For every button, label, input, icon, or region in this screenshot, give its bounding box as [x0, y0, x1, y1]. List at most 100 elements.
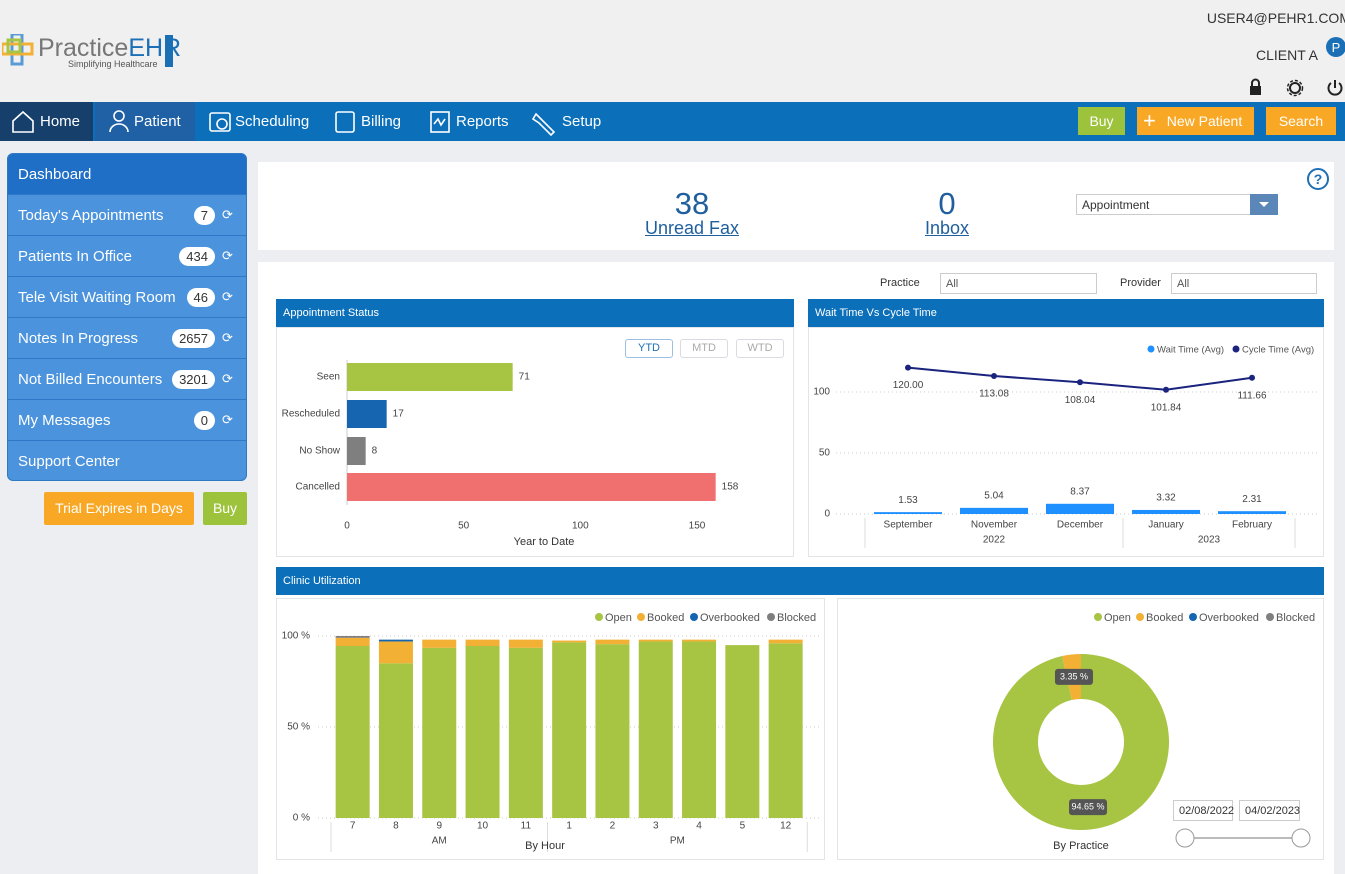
x-tick-label: 8 [393, 821, 399, 832]
panel-header: Wait Time Vs Cycle Time [808, 299, 1324, 327]
bar-segment [465, 646, 500, 818]
value-label: 108.04 [1065, 395, 1096, 406]
bar-segment [552, 642, 587, 818]
point [991, 373, 997, 380]
bar-segment [682, 641, 717, 818]
practice-select[interactable]: All [940, 273, 1097, 294]
search-button[interactable]: Search [1266, 107, 1336, 135]
sidebar-title[interactable]: Dashboard [8, 154, 246, 195]
sidebar-item[interactable]: Not Billed Encounters 3201 ⟳ [8, 359, 246, 400]
slider-handle[interactable] [1291, 828, 1311, 848]
legend-label: Overbooked [700, 612, 760, 624]
inbox-count: 0 [938, 186, 956, 221]
y-tick-label: 50 [819, 448, 831, 459]
category-label: No Show [299, 446, 340, 457]
date-end[interactable]: 04/02/2023 [1239, 800, 1300, 821]
bar [874, 512, 942, 514]
buy-button[interactable]: Buy [1078, 107, 1125, 135]
dropdown-arrow[interactable] [1250, 194, 1278, 215]
nav-item[interactable]: Patient [134, 113, 181, 130]
bar-segment [638, 641, 673, 818]
value-label: 158 [722, 482, 739, 493]
point [1077, 379, 1083, 386]
sidebar-item[interactable]: Today's Appointments 7 ⟳ [8, 195, 246, 236]
x-tick-label: 100 [572, 521, 589, 532]
inbox-link[interactable]: Inbox [924, 218, 970, 238]
bar-segment [682, 639, 717, 642]
sidebar-item[interactable]: Patients In Office 434 ⟳ [8, 236, 246, 277]
location-icon[interactable]: P [1325, 33, 1345, 67]
sidebar: Dashboard Today's Appointments 7 ⟳ Patients… [7, 153, 247, 481]
client[interactable]: CLIENT A [1256, 47, 1318, 63]
point [1163, 386, 1169, 393]
refresh-icon[interactable]: ⟳ [222, 248, 233, 263]
bar [347, 437, 366, 465]
period-button[interactable]: MTD [680, 339, 728, 358]
fax-link[interactable]: Unread Fax [644, 218, 740, 238]
type-dropdown[interactable]: Appointment [1076, 194, 1278, 215]
x-tick-label: 0 [344, 521, 350, 532]
legend-label: Open [605, 612, 632, 624]
refresh-icon[interactable]: ⟳ [222, 289, 233, 304]
count-badge: 7 [193, 205, 215, 225]
period-button[interactable]: YTD [625, 339, 673, 358]
refresh-icon[interactable]: ⟳ [222, 330, 233, 345]
bar-segment [508, 639, 543, 648]
panel-header: Appointment Status [276, 299, 794, 327]
x-tick-label: 7 [350, 821, 356, 832]
refresh-icon[interactable]: ⟳ [222, 371, 233, 386]
nav-item[interactable]: Scheduling [235, 113, 310, 130]
bar-segment [508, 647, 543, 818]
bar-segment [768, 639, 803, 644]
y-tick-label: 100 [813, 387, 830, 398]
user[interactable]: USER4@PEHR1.COM [1206, 10, 1345, 26]
summary-card: 38 Unread Fax 0 Inbox Appointment ? [258, 162, 1334, 250]
sidebar-item[interactable]: Notes In Progress 2657 ⟳ [8, 318, 246, 359]
bar [347, 363, 513, 391]
legend-swatch [1189, 613, 1197, 621]
nav-item[interactable]: Billing [361, 113, 402, 130]
legend-label: Blocked [1276, 612, 1315, 624]
logo-a: Practice [38, 34, 129, 62]
period-button[interactable]: WTD [736, 339, 784, 358]
sidebar-item[interactable]: Tele Visit Waiting Room 46 ⟳ [8, 277, 246, 318]
refresh-icon[interactable]: ⟳ [222, 207, 233, 222]
bar-segment [638, 639, 673, 642]
x-tick-label: 3 [653, 821, 659, 832]
x-axis-label: Year to Date [514, 536, 575, 548]
sidebar-item[interactable]: My Messages 0 ⟳ [8, 400, 246, 441]
bar-segment [335, 636, 370, 638]
sidebar-label: Not Billed Encounters [18, 370, 163, 388]
legend-swatch [1094, 613, 1102, 621]
x-tick-label: November [971, 520, 1018, 531]
bar-segment [422, 639, 457, 648]
count-badge: 2657 [172, 328, 215, 348]
y-tick-label: 0 % [293, 813, 310, 824]
legend-swatch [1266, 613, 1274, 621]
help-icon[interactable]: ? [1306, 167, 1330, 191]
bar-segment [378, 663, 413, 818]
nav-item[interactable]: Home [40, 113, 81, 130]
count-badge: 46 [186, 287, 215, 307]
header-icons[interactable] [1245, 78, 1345, 98]
date-start[interactable]: 02/08/2022 [1173, 800, 1234, 821]
provider-select[interactable]: All [1171, 273, 1317, 294]
slider-handle[interactable] [1175, 828, 1195, 848]
legend-swatch [637, 613, 645, 621]
sidebar-label: Today's Appointments [18, 206, 164, 224]
x-axis-label: By Practice [1053, 840, 1109, 852]
home-tab [0, 102, 93, 141]
trial-buy-button[interactable]: Buy [203, 492, 247, 525]
nav-item[interactable]: Reports [456, 113, 509, 130]
support-row[interactable]: Support Center [8, 441, 246, 480]
bar-segment [378, 639, 413, 642]
category-label: Rescheduled [282, 409, 340, 420]
legend-swatch [595, 613, 603, 621]
trial-button[interactable]: Trial Expires in Days [44, 492, 194, 525]
new-patient-button[interactable]: New Patient [1137, 107, 1254, 135]
refresh-icon[interactable]: ⟳ [222, 412, 233, 427]
svg-text:?: ? [1314, 171, 1323, 187]
legend-label: Booked [1146, 612, 1183, 624]
nav-item[interactable]: Setup [562, 113, 602, 130]
